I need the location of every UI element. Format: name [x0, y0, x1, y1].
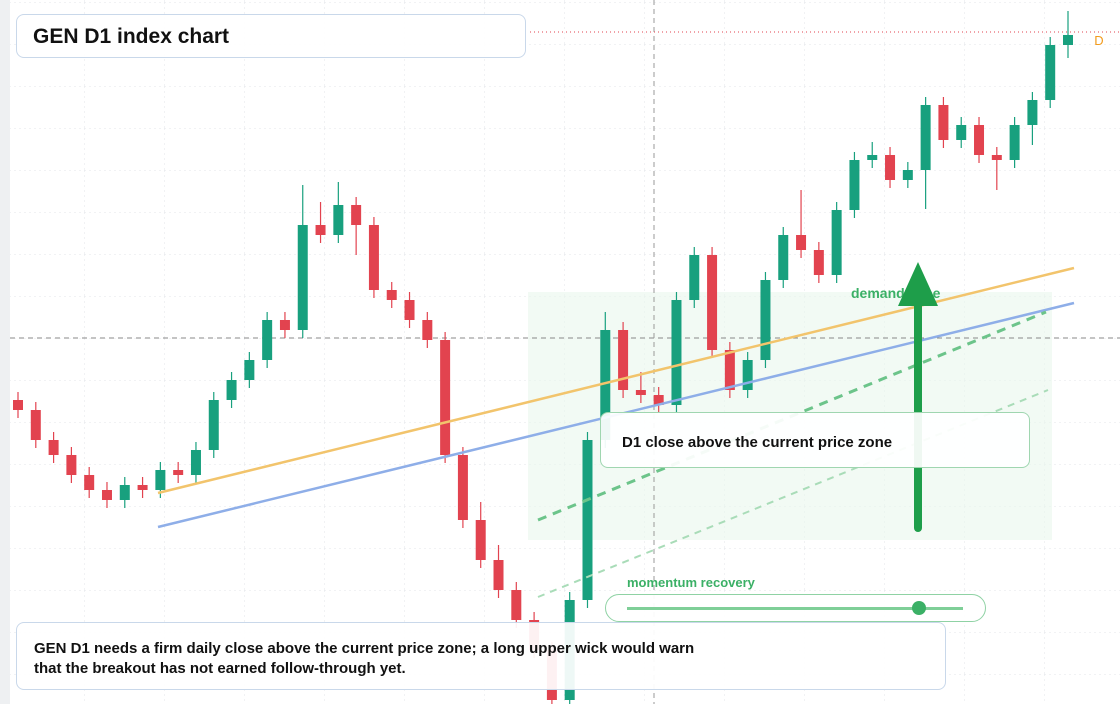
candle-body: [101, 490, 112, 500]
title: GEN D1 index chart: [33, 25, 230, 48]
candle-body: [1009, 125, 1020, 160]
candle-body: [13, 400, 23, 410]
candle-body: [920, 105, 931, 170]
candle-body: [902, 170, 913, 180]
slider[interactable]: [605, 594, 986, 622]
candle-body: [618, 330, 629, 390]
candle-body: [938, 105, 949, 140]
candle-body: [831, 210, 842, 275]
candle-body: [974, 125, 985, 155]
arrow-head: [898, 262, 938, 306]
candle-body: [30, 410, 41, 440]
candle-body: [190, 450, 201, 475]
candle-body: [778, 235, 789, 280]
price-marker: D: [1094, 33, 1103, 48]
candle-body: [48, 440, 59, 455]
candle-body: [155, 470, 166, 490]
note-line: that the breakout has not earned follow-…: [34, 660, 406, 677]
candle-body: [885, 155, 896, 180]
candle-body: [1063, 35, 1073, 45]
candle-body: [457, 455, 468, 520]
candle-body: [404, 300, 415, 320]
slider-track: [627, 607, 963, 610]
candle-body: [1027, 100, 1038, 125]
callout-box: D1 close above the current price zone: [600, 412, 1030, 468]
candle-body: [867, 155, 878, 160]
candle-body: [475, 520, 486, 560]
slider-label: momentum recovery: [627, 575, 755, 590]
candle-body: [368, 225, 379, 290]
callout: D1 close above the current price zone: [622, 434, 893, 451]
candle-body: [262, 320, 273, 360]
candle-body: [813, 250, 824, 275]
candle-body: [279, 320, 290, 330]
candle-body: [84, 475, 95, 490]
candle-body: [707, 255, 718, 350]
candle-body: [635, 390, 646, 395]
left-edge: [0, 0, 10, 704]
candle-body: [119, 485, 130, 500]
candle-body: [582, 440, 593, 600]
candles: [13, 11, 1073, 704]
candle-body: [760, 280, 771, 360]
candle-body: [600, 330, 611, 440]
slider-knob[interactable]: [912, 601, 926, 615]
candle-body: [1045, 45, 1056, 100]
candle-body: [351, 205, 362, 225]
candle-body: [956, 125, 967, 140]
candle-body: [724, 350, 735, 390]
candle-body: [297, 225, 308, 330]
candle-body: [386, 290, 397, 300]
candle-body: [671, 300, 682, 405]
candle-body: [440, 340, 451, 455]
candle-body: [493, 560, 504, 590]
candle-body: [796, 235, 807, 250]
candle-body: [173, 470, 184, 475]
note-box: GEN D1 needs a firm daily close above th…: [16, 622, 946, 690]
note-line: GEN D1 needs a firm daily close above th…: [34, 640, 695, 657]
candle-body: [689, 255, 700, 300]
candle-body: [742, 360, 753, 390]
candle-body: [849, 160, 860, 210]
candle-body: [653, 395, 664, 405]
title-box: GEN D1 index chart: [16, 14, 526, 58]
candle-body: [511, 590, 522, 620]
candle-body: [66, 455, 77, 475]
candle-body: [991, 155, 1002, 160]
candle-body: [422, 320, 433, 340]
candle-body: [208, 400, 219, 450]
candle-body: [315, 225, 326, 235]
candle-body: [226, 380, 237, 400]
candle-body: [333, 205, 344, 235]
candle-body: [244, 360, 255, 380]
candle-body: [137, 485, 148, 490]
